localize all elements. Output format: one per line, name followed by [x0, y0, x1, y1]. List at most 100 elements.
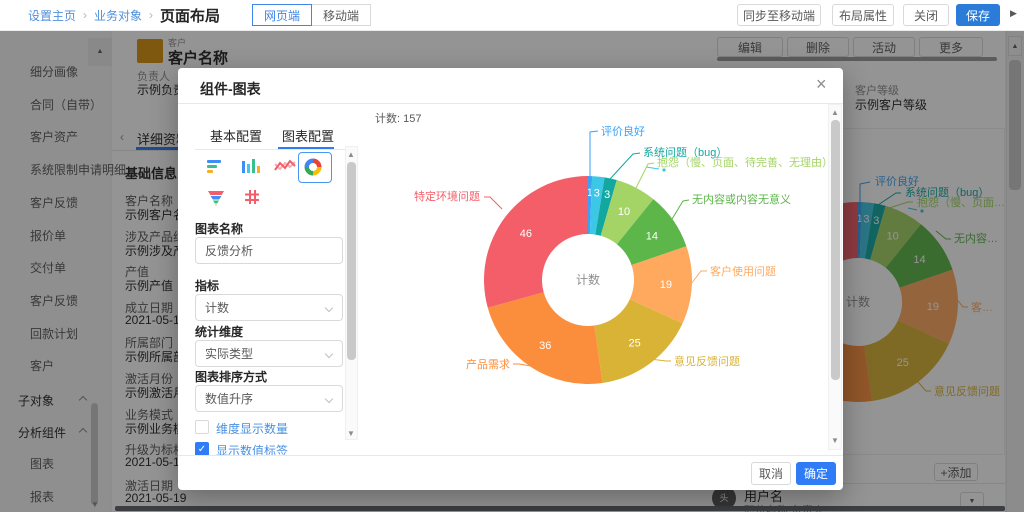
segment-callout-label: 评价良好 — [601, 124, 645, 138]
segment-callout-label: 客户使用问题 — [710, 264, 776, 278]
config-scroll-up-arrow[interactable]: ▲ — [347, 150, 355, 159]
page-scroll-up-button[interactable]: ▲ — [1008, 36, 1022, 56]
breadcrumb-separator: › — [149, 8, 154, 22]
field-value: 2021-05-19 — [125, 455, 187, 470]
segment-callout-label: 系统问题（bug） — [643, 146, 727, 159]
field-value: 示例产值 — [125, 279, 174, 294]
save-button[interactable]: 保存 — [956, 4, 1000, 26]
record-action-button[interactable]: 编辑 — [717, 37, 783, 57]
table-chart-icon[interactable] — [244, 189, 260, 210]
label-leader-line — [589, 130, 599, 176]
chart-component-modal: 组件-图表 × 1 3 3 10 14 19 25 36 46 计数 评价良好 系统问题（bug） 抱怨… — [178, 68, 843, 490]
sidebar-item[interactable]: 合同（自带） — [30, 97, 103, 112]
label-leader-line — [609, 152, 641, 180]
page-scrollbar-thumb[interactable] — [1009, 60, 1021, 190]
donut-segment — [487, 292, 603, 384]
tab-chart-config[interactable]: 图表配置 — [282, 129, 335, 144]
tab-back-arrow[interactable]: ‹ — [120, 130, 124, 144]
view-toggle: 网页端 移动端 — [252, 4, 372, 26]
user-name: 用户名 — [744, 489, 784, 504]
form-select[interactable]: 实际类型 — [195, 340, 343, 367]
field-label: 所属部门 — [125, 336, 174, 351]
segment-callout-label: 特定环境问题 — [414, 189, 480, 203]
sidebar-item[interactable]: 回款计划 — [30, 326, 79, 341]
segment-callout-label: 产品需求 — [466, 357, 510, 371]
record-type-label: 客户 — [168, 38, 187, 48]
form-label: 统计维度 — [195, 325, 244, 339]
field-label: 成立日期 — [125, 300, 174, 315]
form-text-input[interactable]: 反馈分析 — [195, 237, 343, 264]
sidebar-item[interactable]: 图表 — [30, 457, 55, 471]
close-button[interactable]: 关闭 — [903, 4, 949, 26]
modal-title: 组件-图表 — [200, 81, 261, 97]
layout-properties-button[interactable]: 布局属性 — [832, 4, 894, 26]
modal-cancel-button[interactable]: 取消 — [751, 462, 791, 485]
checkbox-checked[interactable]: ✓ — [195, 442, 209, 456]
record-action-button[interactable]: 更多 — [919, 37, 983, 57]
config-scrollbar-thumb[interactable] — [347, 162, 356, 360]
modal-scroll-up-arrow[interactable]: ▲ — [831, 108, 839, 117]
breadcrumb-settings-home[interactable]: 设置主页 — [28, 8, 77, 23]
sidebar-item[interactable]: 交付单 — [30, 261, 67, 276]
sidebar-item[interactable]: 客户 — [30, 359, 55, 374]
config-scroll-down-arrow[interactable]: ▼ — [347, 429, 355, 438]
sidebar-item[interactable]: 报表 — [30, 490, 55, 504]
breadcrumb-business-object[interactable]: 业务对象 — [94, 8, 143, 23]
modal-close-icon[interactable]: × — [816, 74, 827, 94]
label-leader-line — [649, 358, 671, 362]
sidebar-item[interactable]: 客户反馈 — [30, 195, 79, 210]
checkbox-unchecked[interactable] — [195, 420, 209, 434]
form-select[interactable]: 计数 — [195, 294, 343, 321]
form-select[interactable]: 数值升序 — [195, 385, 343, 412]
checkbox-label[interactable]: 维度显示数量 — [216, 422, 289, 436]
record-actions-scrollbar[interactable] — [717, 57, 997, 61]
hbar-chart-icon[interactable] — [206, 159, 226, 180]
segment-callout-label: 抱怨（慢、页面、待完善、无理由） — [657, 155, 833, 169]
record-action-button[interactable]: 活动 — [853, 37, 915, 57]
grade-label: 客户等级 — [855, 85, 899, 97]
sidebar-scrollbar-thumb[interactable] — [91, 403, 98, 505]
sidebar-item[interactable]: 报价单 — [30, 228, 67, 243]
segment-value-label: 36 — [539, 340, 551, 352]
funnel-chart-icon[interactable] — [207, 190, 225, 211]
label-leader-line — [671, 199, 690, 220]
modal-scroll-down-arrow[interactable]: ▼ — [831, 436, 839, 445]
field-label: 涉及产品线 — [125, 229, 186, 244]
field-label: 激活月份 — [125, 372, 174, 386]
label-leader-line — [635, 162, 655, 189]
donut-center-label: 计数 — [576, 272, 600, 287]
sidebar-scroll-down-arrow[interactable]: ▼ — [91, 500, 99, 509]
add-button[interactable]: +添加 — [934, 463, 978, 481]
bar-chart-icon[interactable] — [241, 158, 261, 179]
donut-chart-icon[interactable] — [304, 158, 322, 181]
record-action-button[interactable]: 删除 — [787, 37, 849, 57]
toggle-web-view[interactable]: 网页端 — [252, 4, 313, 26]
label-leader-line — [690, 270, 707, 285]
form-label: 图表名称 — [195, 222, 244, 236]
sidebar-group-header[interactable]: 分析组件 — [18, 426, 67, 440]
chevron-down-icon — [324, 303, 334, 313]
line-chart-icon[interactable] — [274, 158, 296, 179]
horizontal-scrollbar[interactable] — [115, 506, 1005, 511]
sync-to-mobile-button[interactable]: 同步至移动端 — [737, 4, 821, 26]
donut-segment — [629, 246, 692, 324]
tab-detail-info[interactable]: 详细资料 — [137, 132, 190, 147]
modal-confirm-button[interactable]: 确定 — [796, 462, 836, 485]
sidebar-group-header[interactable]: 子对象 — [18, 394, 55, 408]
sidebar-item[interactable]: 系统限制申请明细 — [30, 163, 127, 178]
modal-scrollbar-thumb[interactable] — [831, 120, 840, 380]
panel-expand-icon[interactable]: ▶ — [1010, 8, 1017, 18]
section-title: 基础信息 — [125, 166, 178, 181]
sidebar-item[interactable]: 细分画像 — [30, 65, 79, 79]
top-bar: 设置主页 › 业务对象 › 页面布局 网页端 移动端 同步至移动端 布局属性 关… — [0, 0, 1024, 31]
sidebar-item[interactable]: 客户反馈 — [30, 293, 79, 308]
collapse-panel-button[interactable]: ▲ — [88, 38, 112, 66]
donut-segment — [595, 177, 617, 236]
tab-basic-config[interactable]: 基本配置 — [210, 129, 263, 144]
toggle-mobile-view[interactable]: 移动端 — [311, 4, 372, 26]
label-leader-line — [645, 166, 660, 170]
segment-value-label: 19 — [660, 279, 672, 291]
checkbox-label[interactable]: 显示数值标签 — [216, 444, 289, 458]
sidebar-item[interactable]: 客户资产 — [30, 130, 79, 145]
